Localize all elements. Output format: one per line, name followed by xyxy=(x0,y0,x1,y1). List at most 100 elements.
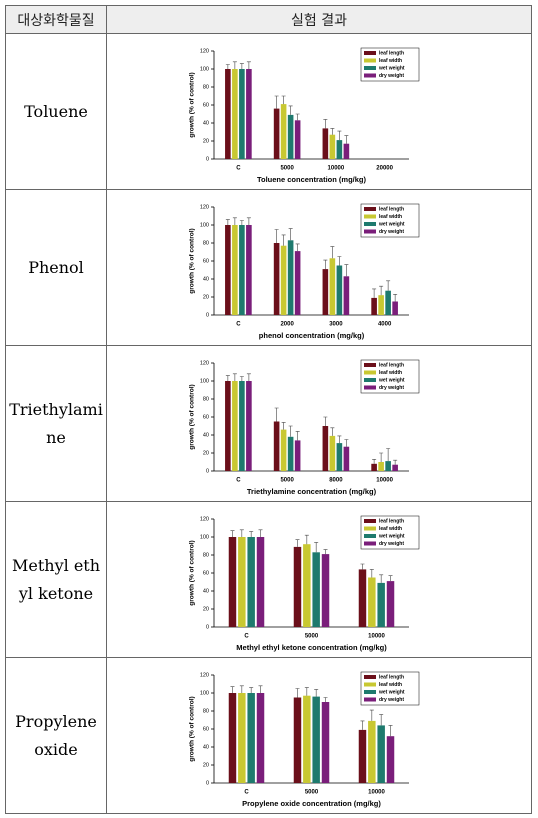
chart: 0 20 40 60 80 100 120 growth (% of control) Trie… xyxy=(189,359,420,496)
legend-label: wet weight xyxy=(378,533,405,539)
bar xyxy=(329,258,336,315)
header-cell: 실험 결과 xyxy=(106,5,532,34)
bar xyxy=(343,276,350,315)
error-bar xyxy=(281,234,286,246)
legend-label: leaf length xyxy=(379,362,404,368)
error-bar xyxy=(239,529,244,537)
y-tick-label: 40 xyxy=(203,276,209,282)
legend-swatch xyxy=(364,66,376,70)
error-bar xyxy=(239,63,244,69)
substance-name: Toluene xyxy=(5,33,107,190)
bar xyxy=(329,435,336,471)
substance-name: Triethylamine xyxy=(5,345,107,502)
error-bar xyxy=(258,529,263,537)
chart-cell: 0 20 40 60 80 100 120 growth (% of control) Trie… xyxy=(106,345,532,502)
y-tick-label: 100 xyxy=(200,378,209,384)
bar xyxy=(246,69,252,159)
bar xyxy=(371,297,377,315)
error-bar xyxy=(393,459,398,465)
legend-swatch xyxy=(364,534,376,538)
bar xyxy=(322,426,329,471)
bar xyxy=(280,104,287,159)
table-row: Methyl ethyl ketone 0 20 40 60 80 100 120 growth… xyxy=(5,501,532,658)
substance-name: Methyl ethyl ketone xyxy=(5,501,107,658)
bar xyxy=(294,440,301,471)
bar xyxy=(322,269,329,315)
legend-label: leaf width xyxy=(379,58,402,64)
legend-label: leaf length xyxy=(379,518,404,524)
chart: 0 20 40 60 80 100 120 growth (% of control) phen… xyxy=(189,203,420,340)
bar xyxy=(287,240,294,315)
x-tick-label: C xyxy=(236,478,241,484)
bar xyxy=(228,693,237,783)
y-tick-label: 120 xyxy=(200,672,209,678)
bar xyxy=(329,134,336,159)
bar xyxy=(378,462,384,471)
error-bar xyxy=(239,685,244,693)
x-tick-label: 10000 xyxy=(368,634,385,640)
error-bar xyxy=(281,422,286,430)
error-bar xyxy=(379,714,384,726)
legend-swatch xyxy=(364,378,376,382)
legend-label: wet weight xyxy=(378,377,405,383)
error-bar xyxy=(330,427,335,436)
error-bar xyxy=(295,539,300,547)
bar xyxy=(273,421,280,471)
bar xyxy=(273,243,280,315)
error-bar xyxy=(232,373,237,381)
error-bar xyxy=(225,64,230,69)
x-tick-label: 20000 xyxy=(376,166,393,172)
x-tick-label: C xyxy=(236,166,241,172)
error-bar xyxy=(225,219,230,225)
error-bar xyxy=(344,439,349,447)
x-tick-label: 5000 xyxy=(305,634,319,640)
bar xyxy=(287,436,294,471)
error-bar xyxy=(372,288,377,298)
error-bar xyxy=(372,459,377,464)
y-tick-label: 20 xyxy=(203,450,209,456)
x-axis-label: Methyl ethyl ketone concentration (mg/kg… xyxy=(236,643,387,652)
bar xyxy=(232,381,238,471)
bar xyxy=(336,265,343,315)
x-axis-label: Toluene concentration (mg/kg) xyxy=(257,175,367,184)
y-tick-label: 40 xyxy=(203,432,209,438)
error-bar xyxy=(230,686,235,693)
x-axis-label: phenol concentration (mg/kg) xyxy=(259,331,365,340)
legend-swatch xyxy=(364,214,376,219)
bar xyxy=(385,461,391,471)
bar xyxy=(303,544,311,627)
error-bar xyxy=(295,113,300,121)
bar xyxy=(343,143,350,159)
bar xyxy=(378,295,384,315)
bar xyxy=(238,693,246,783)
error-bar xyxy=(232,61,237,69)
x-tick-label: 5000 xyxy=(280,166,294,172)
legend-swatch xyxy=(364,370,376,375)
legend-label: dry weight xyxy=(379,229,404,235)
error-bar xyxy=(246,373,251,381)
error-bar xyxy=(274,95,279,109)
bar xyxy=(247,693,255,783)
error-bar xyxy=(281,95,286,105)
y-tick-label: 80 xyxy=(203,84,209,90)
legend-label: leaf width xyxy=(379,682,402,688)
y-tick-label: 0 xyxy=(206,624,209,630)
error-bar xyxy=(323,119,328,129)
error-bar xyxy=(295,688,300,698)
legend-label: leaf length xyxy=(379,206,404,212)
error-bar xyxy=(323,259,328,270)
y-tick-label: 20 xyxy=(203,606,209,612)
y-axis-label: growth (% of control) xyxy=(189,540,196,605)
legend-label: dry weight xyxy=(379,541,404,547)
x-tick-label: C xyxy=(244,634,249,640)
legend-swatch xyxy=(364,58,376,63)
y-tick-label: 80 xyxy=(203,552,209,558)
error-bar xyxy=(230,530,235,537)
y-tick-label: 60 xyxy=(203,102,209,108)
bar xyxy=(225,381,231,471)
x-tick-label: 5000 xyxy=(280,478,294,484)
error-bar xyxy=(225,375,230,381)
error-bar xyxy=(258,685,263,693)
error-bar xyxy=(304,534,309,545)
error-bar xyxy=(379,574,384,583)
